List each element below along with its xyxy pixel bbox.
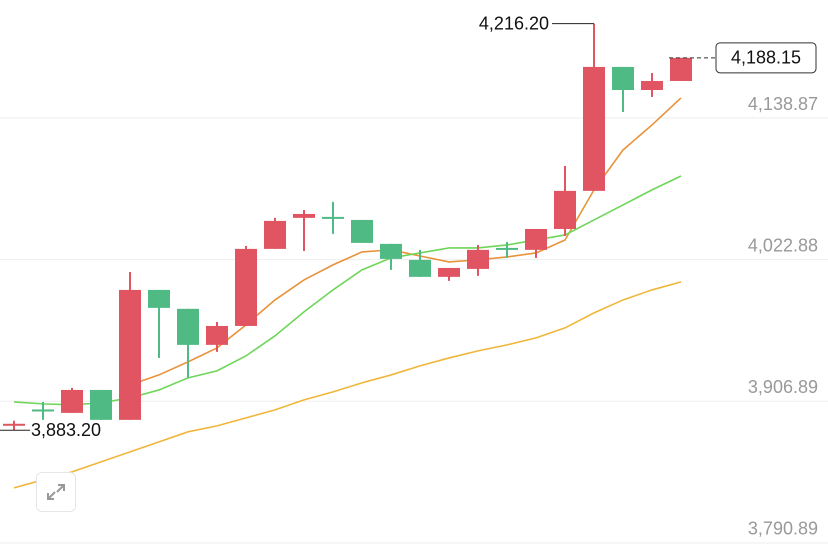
y-tick-label: 3,906.89 <box>748 377 818 397</box>
ma-line <box>13 175 682 406</box>
candle-body <box>409 259 431 277</box>
expand-button[interactable] <box>36 472 76 512</box>
y-tick-label: 3,790.89 <box>748 519 818 539</box>
candle-body <box>32 409 54 412</box>
ma-line <box>13 281 682 489</box>
candle-body <box>438 267 460 277</box>
candle-body <box>119 289 141 420</box>
candle-body <box>670 57 692 81</box>
candle-body <box>525 228 547 250</box>
low-marker-label: 3,883.20 <box>31 420 101 440</box>
candle-body <box>293 213 315 218</box>
candle-body <box>3 423 25 426</box>
candle-body <box>641 80 663 91</box>
candle-body <box>177 308 199 345</box>
candle-body <box>380 243 402 259</box>
candle-body <box>148 289 170 308</box>
high-marker-label: 4,216.20 <box>479 13 549 33</box>
y-tick-label: 4,138.87 <box>748 94 818 114</box>
candle-body <box>90 389 112 420</box>
candle-body <box>583 66 605 191</box>
candle-body <box>61 389 83 413</box>
candle-body <box>322 216 344 219</box>
candle-body <box>467 249 489 269</box>
candle-body <box>496 247 518 250</box>
last-price-box <box>715 42 817 74</box>
candle-body <box>235 248 257 326</box>
candle-body <box>554 190 576 229</box>
last-price-label: 4,188.15 <box>731 48 801 68</box>
y-tick-label: 4,022.88 <box>748 235 818 255</box>
candle-body <box>206 325 228 345</box>
expand-icon <box>47 484 65 500</box>
candle-body <box>351 219 373 243</box>
candle-body <box>264 220 286 249</box>
candle-body <box>612 66 634 91</box>
